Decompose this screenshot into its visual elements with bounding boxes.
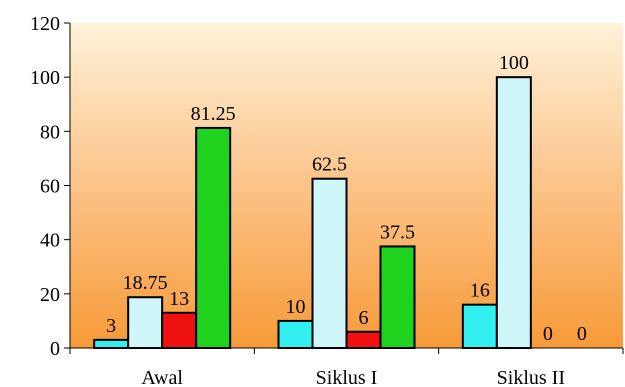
category-label: Siklus I xyxy=(316,367,378,387)
data-label: 0 xyxy=(577,323,587,345)
bar xyxy=(127,296,164,349)
data-label: 16 xyxy=(470,280,490,302)
data-label: 100 xyxy=(499,52,529,74)
bar xyxy=(195,126,232,349)
y-tick-label: 120 xyxy=(30,13,60,35)
data-label: 10 xyxy=(286,296,306,318)
bar xyxy=(461,303,498,349)
data-label: 37.5 xyxy=(380,221,415,243)
y-tick-label: 20 xyxy=(40,284,60,306)
category-label: Awal xyxy=(141,367,183,387)
data-label: 3 xyxy=(106,315,116,337)
y-tick-label: 0 xyxy=(50,338,60,360)
y-axis-ticks: 0 20 40 60 80 100 120 xyxy=(30,13,70,360)
y-tick-label: 40 xyxy=(40,230,60,252)
y-tick-label: 60 xyxy=(40,176,60,198)
y-tick-label: 80 xyxy=(40,121,60,143)
x-axis-ticks: Awal Siklus I Siklus II xyxy=(69,348,624,387)
bars-layer xyxy=(93,76,532,350)
category-label: Siklus II xyxy=(497,367,565,387)
bar xyxy=(311,177,348,349)
bar xyxy=(277,319,314,349)
data-label: 13 xyxy=(169,288,189,310)
bar xyxy=(93,338,130,349)
data-label: 18.75 xyxy=(123,272,168,294)
bar xyxy=(379,245,416,349)
data-label: 62.5 xyxy=(312,154,347,176)
data-label: 6 xyxy=(359,307,369,329)
data-label: 0 xyxy=(543,323,553,345)
y-tick-label: 100 xyxy=(30,67,60,89)
bar xyxy=(161,311,198,349)
bar xyxy=(495,76,532,350)
bar xyxy=(345,330,382,349)
data-label: 81.25 xyxy=(191,103,236,125)
